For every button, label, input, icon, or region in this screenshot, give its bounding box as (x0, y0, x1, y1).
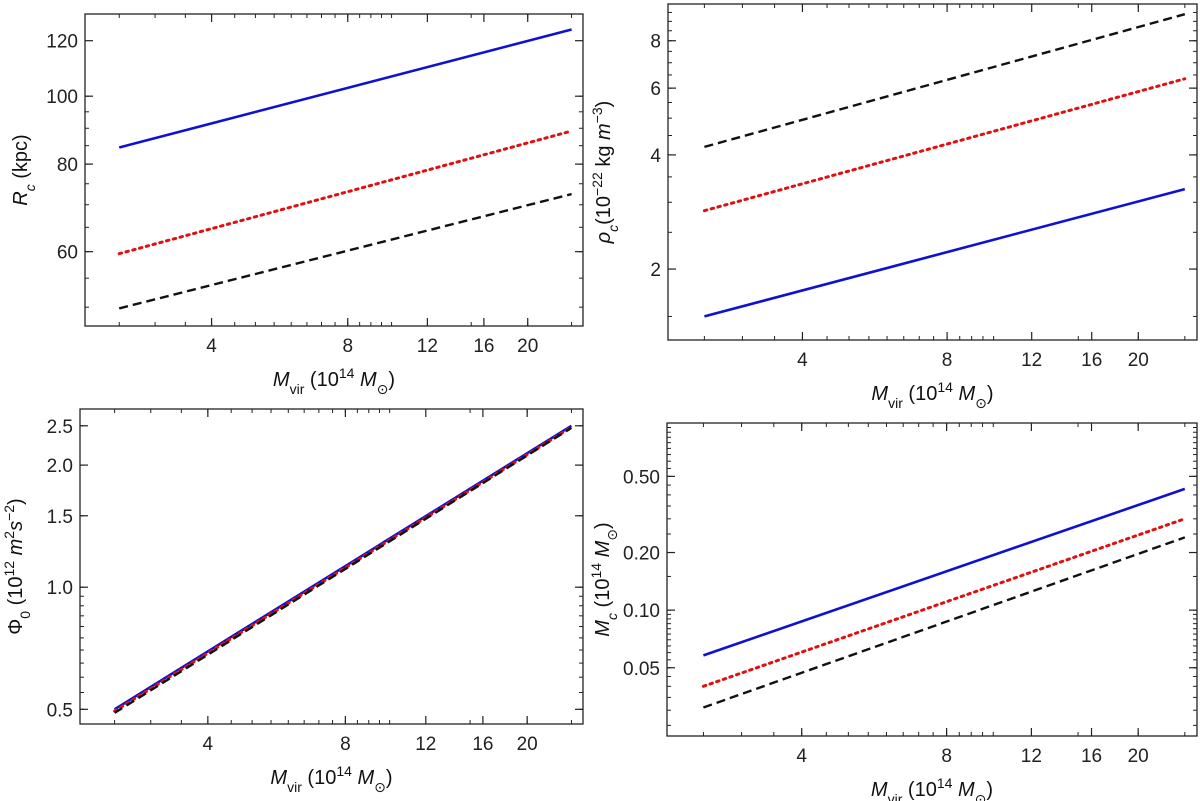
y-tick-label: 120 (46, 32, 78, 53)
y-tick-label: 2 (650, 260, 661, 281)
x-axis-label: Mvir (1014 M⊙) (270, 763, 392, 795)
plot-frame (79, 408, 584, 725)
series-line-dashed (703, 536, 1186, 709)
y-axis-label: ρc(10−22 kg m−3) (589, 101, 621, 245)
y-tick-label: 1.0 (47, 578, 73, 599)
y-tick-label: 4 (650, 146, 661, 167)
plot-frame (667, 3, 1198, 341)
minor-ticks (667, 423, 1197, 736)
x-tick-label: 20 (1128, 350, 1149, 371)
x-tick-label: 16 (473, 336, 494, 357)
x-tick-label: 4 (797, 350, 808, 371)
plot-frame (84, 13, 584, 327)
y-tick-label: 0.50 (623, 467, 660, 488)
x-tick-label: 4 (206, 336, 217, 357)
x-tick-label: 8 (342, 336, 353, 357)
x-tick-label: 16 (1081, 350, 1102, 371)
y-tick-label: 6 (650, 79, 661, 100)
series-line-dashed (118, 192, 572, 310)
x-tick-label: 12 (1021, 350, 1042, 371)
y-tick-label: 0.05 (623, 659, 660, 680)
y-tick-label: 2.5 (47, 417, 73, 438)
series-line-dashed (113, 426, 573, 714)
series-line-solid (702, 487, 1186, 657)
y-tick-label: 100 (46, 87, 78, 108)
y-tick-label: 80 (57, 155, 78, 176)
y-axis-label: Rc (kpc) (10, 134, 38, 205)
y-tick-label: 2.0 (47, 456, 73, 477)
x-tick-label: 8 (340, 734, 351, 755)
y-tick-label: 8 (650, 32, 661, 53)
x-axis-label: Mvir (1014 M⊙) (871, 379, 993, 411)
series-line-solid (704, 187, 1186, 318)
x-tick-label: 8 (942, 350, 953, 371)
x-tick-label: 12 (1021, 746, 1042, 767)
x-tick-label: 12 (417, 336, 438, 357)
x-axis-label: Mvir (1014 M⊙) (273, 365, 395, 397)
y-tick-label: 0.10 (623, 601, 660, 622)
x-tick-label: 12 (415, 734, 436, 755)
x-tick-label: 4 (796, 746, 807, 767)
x-tick-label: 20 (517, 734, 538, 755)
series-line-dotted (117, 129, 574, 256)
y-axis-label: Φ0 (1012 m2s−2) (1, 498, 33, 634)
x-tick-label: 16 (1081, 746, 1102, 767)
x-tick-label: 4 (203, 734, 214, 755)
x-tick-label: 8 (941, 746, 952, 767)
x-axis-label: Mvir (1014 M⊙) (871, 775, 993, 801)
plot-frame (666, 422, 1198, 737)
y-axis-label: Mc (1014 M⊙) (588, 522, 620, 636)
x-tick-label: 20 (517, 336, 538, 357)
series-line-dotted (702, 77, 1187, 213)
x-tick-label: 16 (472, 734, 493, 755)
series-line-dotted (701, 517, 1187, 688)
y-tick-label: 0.5 (47, 700, 73, 721)
series-line-solid (118, 28, 572, 149)
y-tick-label: 60 (57, 243, 78, 264)
x-tick-label: 20 (1128, 746, 1149, 767)
y-tick-label: 0.20 (623, 544, 660, 565)
y-tick-label: 1.5 (47, 507, 73, 528)
